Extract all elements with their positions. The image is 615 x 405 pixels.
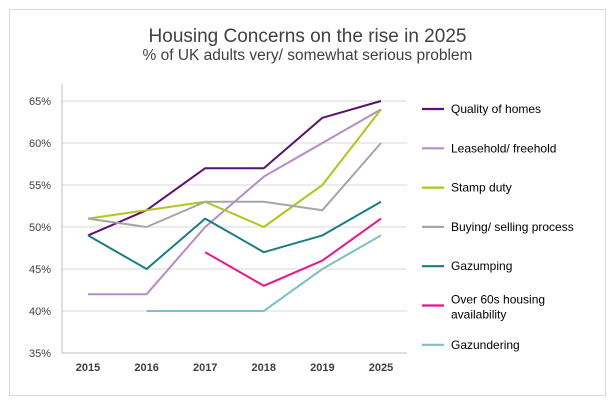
x-tick-label: 2025 (369, 362, 393, 374)
series-line (87, 142, 382, 228)
legend-label: Quality of homes (451, 102, 541, 116)
x-axis: 2015 2016 2017 2018 2019 2025 (62, 352, 407, 374)
y-axis: 35% 40% 45% 50% 55% 60% 65% (29, 84, 63, 360)
y-tick-label: 65% (29, 96, 51, 108)
legend-label: Leasehold/ freehold (451, 141, 556, 155)
legend-label: Stamp duty (451, 181, 512, 195)
legend-label: Buying/ selling process (451, 220, 574, 234)
x-tick-label: 2019 (310, 362, 334, 374)
legend: Quality of homes Leasehold/ freehold Stamp… (422, 102, 574, 352)
series-line (146, 234, 382, 312)
x-tick-label: 2015 (76, 362, 100, 374)
y-tick-label: 60% (29, 138, 51, 150)
y-tick-label: 35% (29, 348, 51, 360)
gridlines (62, 100, 407, 312)
legend-label: Gazundering (451, 338, 520, 352)
y-tick-label: 55% (29, 180, 51, 192)
chart-frame (9, 9, 606, 396)
x-tick-label: 2018 (252, 362, 276, 374)
chart-subtitle: % of UK adults very/ somewhat serious pr… (142, 47, 473, 64)
series-line (87, 200, 382, 270)
series-line (87, 108, 382, 228)
y-tick-label: 40% (29, 306, 51, 318)
series-line (87, 100, 382, 237)
series-line (204, 217, 382, 287)
series-lines (87, 100, 382, 312)
y-tick-label: 45% (29, 264, 51, 276)
legend-label: Over 60s housing availability (451, 293, 545, 322)
x-tick-label: 2016 (134, 362, 158, 374)
legend-label: Gazumping (451, 259, 512, 273)
y-tick-label: 50% (29, 222, 51, 234)
x-tick-label: 2017 (193, 362, 217, 374)
chart-title: Housing Concerns on the rise in 2025 (148, 26, 467, 47)
